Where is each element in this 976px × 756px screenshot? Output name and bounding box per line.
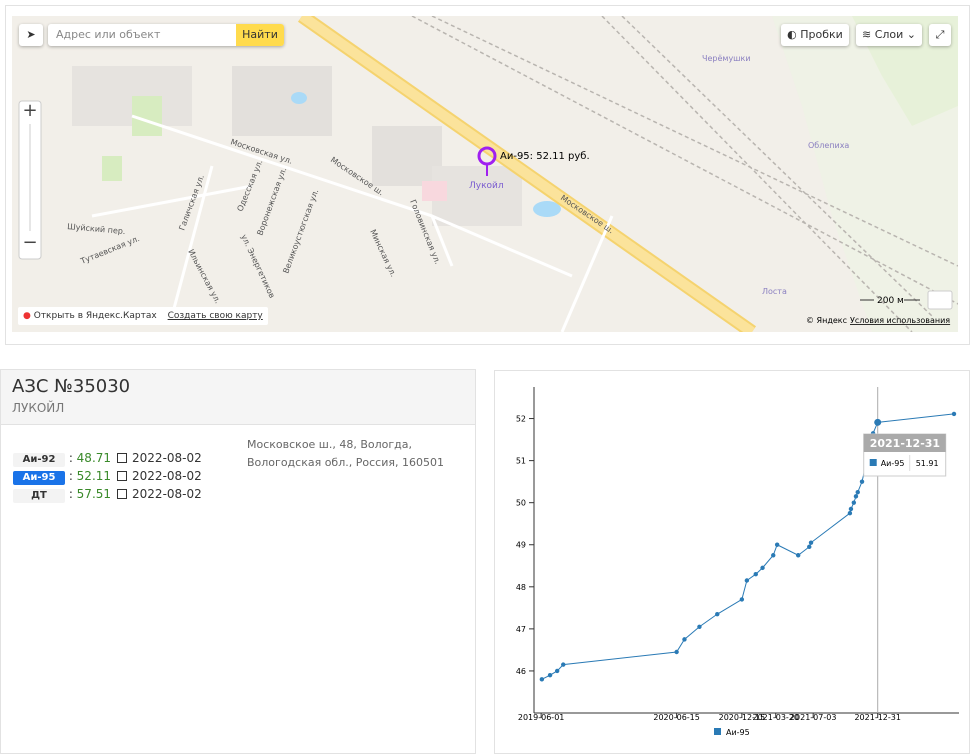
search-placeholder: Адрес или объект — [56, 28, 161, 41]
chart-panel: 46 47 48 49 50 51 52 2019-06-01 2020-06-15 2020-1… — [494, 370, 970, 754]
separator: : — [65, 487, 77, 501]
tooltip-value: 51.91 — [916, 459, 939, 468]
map-label: Облепиха — [808, 141, 849, 150]
x-tick-label: 2020-06-15 — [653, 713, 700, 722]
point — [951, 411, 957, 417]
zoom-out[interactable]: − — [22, 232, 37, 253]
marker-label: Аи-95: 52.11 руб. — [500, 151, 590, 162]
layers-button[interactable]: ≋ Слои ⌄ — [856, 24, 922, 46]
y-tick-label: 52 — [516, 415, 526, 424]
traffic-label: Пробки — [800, 28, 843, 41]
scale-label: 200 м — [877, 296, 904, 306]
checkbox — [117, 489, 128, 499]
locate-button[interactable]: ➤ — [19, 24, 43, 46]
tooltip-date: 2021-12-31 — [870, 437, 940, 450]
search-box[interactable]: Адрес или объект Найти — [48, 24, 284, 46]
y-tick-label: 46 — [516, 667, 526, 676]
price-row: ДТ : 57.51 2022-08-02 — [13, 485, 202, 503]
x-tick-label: 2019-06-01 — [518, 713, 565, 722]
point — [739, 597, 745, 602]
copyright: © Яндекс — [806, 316, 847, 325]
open-link[interactable]: Открыть в Яндекс.Картах — [33, 311, 157, 321]
separator: : — [65, 469, 77, 483]
separator: : — [65, 451, 77, 465]
y-tick-label: 51 — [516, 457, 526, 466]
map[interactable]: Московское ш.Московское ш.Московская ул.… — [12, 16, 958, 332]
price-date: 2022-08-02 — [132, 469, 202, 483]
point — [744, 578, 750, 583]
x-tick-label: 2021-12-31 — [854, 713, 901, 722]
fuel-price: 57.51 — [76, 487, 112, 501]
point — [682, 637, 687, 642]
legend-label: Аи-95 — [726, 728, 750, 737]
point — [774, 542, 780, 547]
point — [674, 649, 679, 655]
x-tick-label: 2021-07-03 — [790, 713, 837, 722]
checkbox — [117, 453, 128, 463]
price-row: Аи-95 : 52.11 2022-08-02 — [13, 467, 202, 485]
point — [539, 677, 545, 682]
checkbox — [117, 471, 128, 481]
marker-name: Лукойл — [469, 181, 504, 191]
price-date: 2022-08-02 — [132, 451, 202, 465]
legend-swatch — [714, 728, 721, 735]
fuel-price: 52.11 — [76, 469, 112, 483]
map-label: Черёмушки — [702, 54, 751, 63]
terms-link[interactable]: Условия использования — [850, 316, 950, 325]
y-tick-label: 50 — [516, 499, 526, 508]
fuel-badge: Аи-95 — [13, 471, 65, 485]
point — [847, 510, 853, 516]
point — [561, 662, 566, 667]
point — [848, 506, 854, 512]
price-date: 2022-08-02 — [132, 487, 202, 501]
zoom-in[interactable]: + — [22, 100, 37, 121]
ruler[interactable] — [927, 290, 953, 310]
tooltip-header — [863, 434, 946, 452]
fuel-badge: ДТ — [13, 489, 65, 503]
point — [697, 624, 702, 629]
point — [808, 540, 814, 545]
station-panel: АЗС №35030 ЛУКОЙЛ Аи-92 : 48.71 2022-08-0… — [0, 369, 476, 754]
point — [874, 418, 882, 426]
y-tick-label: 47 — [516, 625, 526, 634]
map-label: Лоста — [762, 287, 787, 296]
map-links: ● Открыть в Яндекс.Картах Создать свою к… — [18, 307, 268, 325]
point — [753, 571, 758, 577]
point — [853, 494, 859, 499]
x-tick-label: 2020-12-15 — [719, 713, 766, 722]
point — [855, 489, 860, 495]
price-row: Аи-92 : 48.71 2022-08-02 — [13, 449, 202, 467]
traffic-button[interactable]: ◐ Пробки — [781, 24, 849, 46]
fullscreen-button[interactable]: ⤢ — [929, 24, 951, 46]
search-button[interactable]: Найти — [236, 24, 284, 46]
station-header: АЗС №35030 ЛУКОЙЛ — [1, 370, 475, 425]
chart: 46 47 48 49 50 51 52 2019-06-01 2020-06-15 2020-1… — [516, 387, 959, 737]
station-brand: ЛУКОЙЛ — [12, 401, 65, 415]
y-tick-label: 49 — [516, 541, 526, 550]
fuel-price: 48.71 — [76, 451, 112, 465]
y-tick-label: 48 — [516, 583, 526, 592]
station-address: Московское ш., 48, Вологда, Вологодская … — [247, 438, 444, 469]
station-title: АЗС №35030 — [12, 376, 131, 397]
create-link[interactable]: Создать свою карту — [167, 311, 263, 321]
point — [760, 565, 765, 571]
point — [715, 611, 720, 617]
fuel-badge: Аи-92 — [13, 453, 65, 467]
point — [851, 500, 857, 505]
x-tick-label: 2021-03-20 — [752, 713, 799, 722]
tooltip-swatch — [869, 459, 877, 466]
tooltip-series: Аи-95 — [881, 459, 905, 468]
point — [859, 479, 865, 484]
point — [771, 553, 776, 558]
point — [547, 672, 553, 678]
layers-label: Слои — [874, 28, 904, 41]
point — [554, 668, 560, 674]
point — [795, 553, 801, 558]
point — [807, 544, 812, 550]
